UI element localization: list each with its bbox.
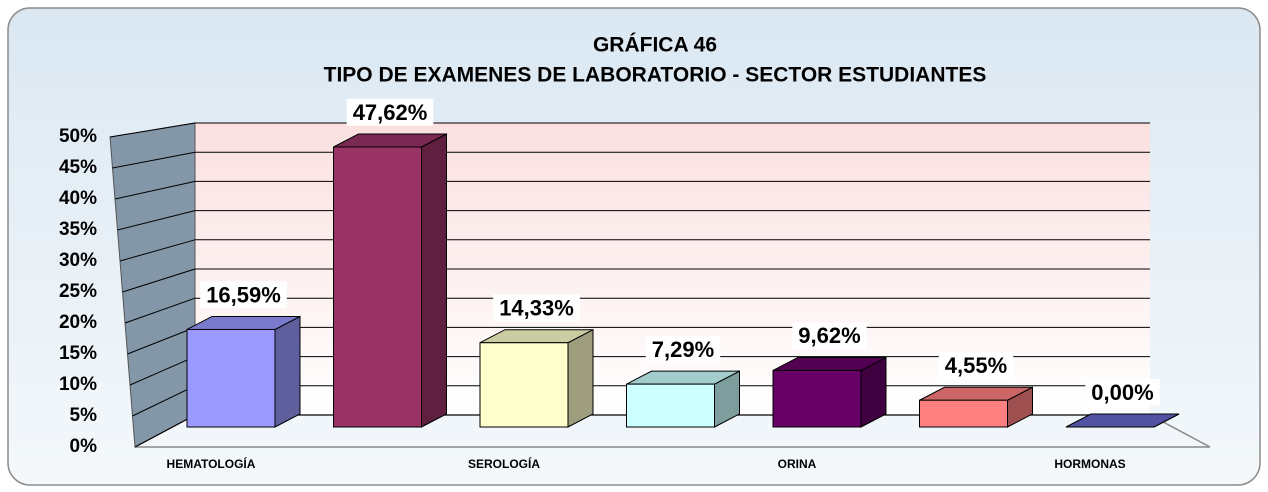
y-tick-label: 45% (59, 157, 97, 178)
side-grid-line (114, 180, 196, 200)
y-tick-label: 15% (59, 343, 97, 364)
bar (479, 328, 594, 428)
bar (186, 315, 301, 428)
side-grid-line (129, 356, 196, 386)
data-label-box (1085, 378, 1160, 406)
side-grid-line (124, 297, 196, 324)
chart-title: GRÁFICA 46 (593, 34, 717, 57)
y-tick-label: 50% (59, 126, 97, 147)
x-tick-label: SEROLOGÍA (468, 456, 540, 471)
y-tick-label: 35% (59, 219, 97, 240)
data-label-box (493, 294, 580, 322)
data-label-box (346, 98, 434, 126)
x-tick-label: HEMATOLOGÍA (167, 456, 256, 471)
bar (919, 386, 1033, 428)
bar (626, 370, 740, 428)
side-grid-line (132, 385, 196, 417)
bar-face (919, 399, 1008, 428)
side-grid-line (122, 268, 196, 293)
chart-subtitle: TIPO DE EXAMENES DE LABORATORIO - SECTOR… (324, 64, 987, 87)
y-tick-label: 40% (59, 188, 97, 209)
data-label-box (200, 281, 287, 309)
bar (1065, 413, 1180, 428)
bar-face (274, 315, 301, 428)
data-label: 14,33% (499, 296, 574, 321)
bar-face (626, 383, 715, 428)
side-grid-line (119, 239, 196, 262)
bar-face (333, 146, 422, 428)
y-tick-label: 5% (70, 405, 98, 426)
bar-face (186, 328, 276, 428)
data-label: 0,00% (1091, 380, 1153, 405)
side-grid-line (117, 210, 196, 231)
side-grid-line (109, 122, 196, 138)
side-grid-line (127, 326, 196, 355)
y-tick-label: 0% (70, 436, 98, 457)
y-tick-label: 30% (59, 250, 97, 271)
bar-face (479, 342, 569, 428)
y-tick-label: 25% (59, 281, 97, 302)
bar (333, 133, 447, 428)
y-tick-label: 20% (59, 312, 97, 333)
side-grid-line (134, 414, 196, 448)
data-label-box (792, 322, 867, 350)
x-tick-label: HORMONAS (1054, 457, 1125, 471)
bar-face (772, 369, 862, 428)
bar (772, 356, 887, 428)
data-label-box (938, 352, 1014, 380)
data-label-box (645, 335, 721, 363)
y-tick-label: 10% (59, 374, 97, 395)
data-label: 9,62% (798, 323, 860, 348)
side-grid-line (112, 151, 196, 169)
bar-face (567, 328, 594, 428)
data-label: 16,59% (206, 282, 281, 307)
bar-face (1065, 413, 1180, 428)
data-label: 4,55% (945, 353, 1007, 378)
x-tick-label: ORINA (778, 457, 817, 471)
data-label: 47,62% (353, 100, 428, 125)
data-label: 7,29% (652, 337, 714, 362)
bar-face (421, 133, 447, 428)
